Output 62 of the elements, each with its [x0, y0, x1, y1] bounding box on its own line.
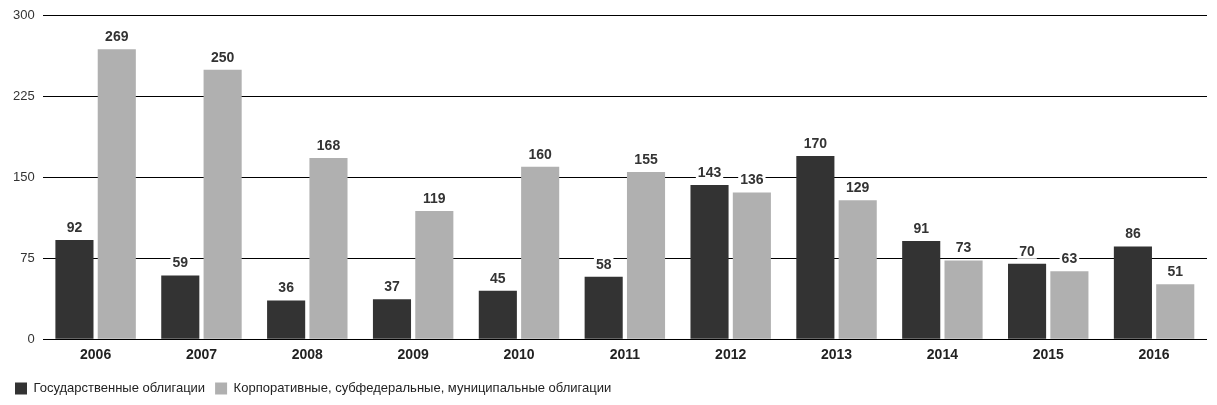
bar [1008, 263, 1047, 339]
x-tick-label: 2009 [397, 346, 429, 363]
data-label: 143 [697, 163, 722, 180]
bar [626, 172, 666, 339]
bar [584, 276, 623, 339]
data-label: 269 [105, 28, 129, 45]
data-label: 36 [278, 279, 295, 296]
bar [55, 240, 94, 339]
bar [1050, 271, 1089, 339]
y-tick-label: 225 [12, 88, 35, 104]
bar [732, 192, 771, 339]
data-label: 70 [1019, 242, 1036, 259]
legend-label: Корпоративные, субфедеральные, муниципальные облигации [233, 380, 612, 396]
bar [1113, 246, 1152, 339]
y-tick-label: 75 [20, 249, 35, 265]
x-tick-label: 2014 [926, 346, 959, 363]
bar [309, 158, 348, 339]
data-label: 170 [803, 134, 828, 151]
data-label: 92 [66, 218, 83, 235]
bar [478, 290, 517, 339]
bar [838, 200, 877, 339]
data-label: 37 [384, 278, 400, 295]
y-tick-label: 0 [27, 330, 35, 346]
bar [690, 185, 729, 339]
y-tick-label: 150 [12, 169, 35, 185]
y-tick-label: 300 [12, 7, 35, 23]
data-label: 59 [172, 254, 189, 271]
bar [97, 49, 136, 339]
bar [161, 275, 200, 339]
data-label: 168 [316, 136, 341, 153]
bar [415, 210, 454, 339]
x-tick-label: 2010 [503, 346, 535, 363]
x-tick-label: 2006 [80, 346, 112, 363]
data-label: 250 [210, 48, 235, 65]
data-label: 51 [1167, 263, 1184, 280]
data-label: 91 [913, 219, 930, 236]
x-tick-label: 2015 [1032, 346, 1065, 363]
data-label: 119 [423, 189, 446, 206]
data-label: 136 [740, 171, 764, 188]
bar [267, 300, 306, 339]
legend-label: Государственные облигации [33, 380, 206, 396]
x-tick-label: 2012 [715, 346, 747, 363]
data-label: 58 [595, 255, 612, 272]
x-tick-label: 2008 [291, 346, 324, 363]
data-label: 86 [1125, 225, 1141, 242]
bar [796, 155, 835, 339]
data-label: 155 [634, 150, 658, 167]
x-tick-label: 2013 [820, 346, 853, 363]
data-label: 160 [528, 145, 553, 162]
x-tick-label: 2007 [185, 346, 218, 363]
data-label: 45 [490, 269, 506, 286]
data-label: 73 [955, 239, 972, 256]
data-label: 129 [846, 179, 870, 195]
bar [1156, 284, 1195, 339]
bar [203, 69, 242, 339]
bar [902, 241, 941, 339]
bar [944, 260, 983, 339]
bar [372, 299, 412, 339]
bar [521, 166, 560, 339]
data-label: 63 [1061, 250, 1078, 267]
x-tick-label: 2011 [609, 346, 641, 363]
x-tick-label: 2016 [1138, 346, 1170, 363]
